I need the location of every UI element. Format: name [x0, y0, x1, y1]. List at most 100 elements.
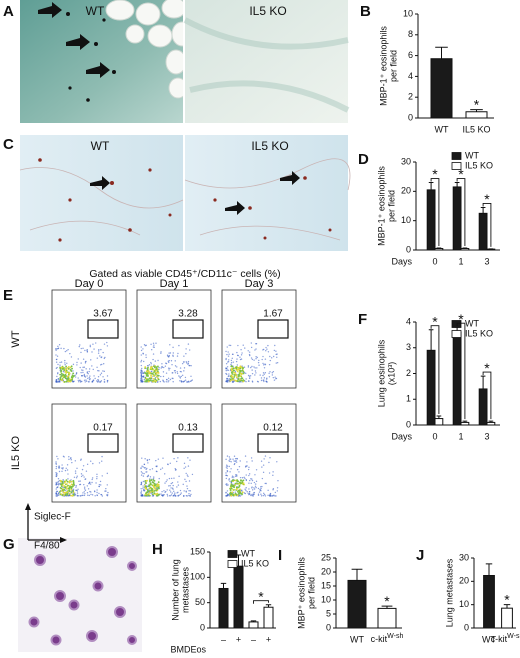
flow-event [100, 372, 103, 374]
flow-event [234, 482, 237, 485]
flow-event [93, 348, 95, 350]
flow-event [62, 491, 65, 494]
bar [233, 565, 244, 629]
flow-event [157, 381, 159, 383]
flow-event [151, 491, 154, 494]
flow-event [170, 360, 173, 362]
flow-event [83, 486, 86, 488]
flow-event [144, 482, 147, 484]
flow-event [251, 486, 253, 488]
flow-event [79, 480, 81, 482]
flow-event [140, 361, 142, 363]
flow-event [96, 380, 98, 382]
flow-plot-frame [221, 289, 297, 389]
flow-event [84, 489, 87, 491]
flow-event [72, 491, 75, 494]
x-axis-label: BMDEos [170, 644, 206, 654]
flow-event [225, 357, 227, 360]
flow-event [176, 460, 178, 463]
flow-event [60, 490, 63, 492]
flow-event [81, 380, 83, 383]
flow-event [240, 479, 242, 482]
flow-event [140, 359, 143, 362]
flow-event [183, 462, 186, 465]
flow-event [158, 368, 160, 371]
flow-event [253, 488, 256, 490]
flow-column-label: Day 0 [75, 278, 104, 290]
flow-event [242, 367, 244, 370]
flow-event [245, 489, 247, 492]
flow-event [268, 372, 270, 375]
flow-event [237, 486, 240, 489]
flow-event [90, 493, 92, 496]
flow-event [67, 348, 69, 351]
legend-label: IL5 KO [465, 328, 493, 338]
flow-event [82, 465, 85, 467]
flow-event [84, 349, 86, 352]
flow-event [184, 478, 186, 481]
flow-title: Gated as viable CD45⁺/CD11c⁻ cells (%) [89, 268, 280, 280]
flow-event [150, 479, 153, 482]
flow-event [247, 468, 250, 471]
y-tick-label: 20 [321, 566, 331, 576]
flow-event [254, 474, 256, 476]
significance-bracket [430, 178, 440, 246]
flow-event [71, 494, 74, 497]
flow-event [176, 371, 178, 373]
flow-event [265, 378, 268, 380]
flow-event [140, 376, 143, 378]
flow-event [191, 379, 193, 381]
flow-event [177, 457, 179, 459]
flow-event [92, 462, 94, 465]
x-tick-label: 3 [484, 431, 489, 441]
error-bar [435, 46, 448, 59]
flow-event [232, 367, 235, 370]
x-tick-label: WT [482, 634, 496, 644]
flow-event [141, 371, 143, 373]
flow-event [184, 376, 187, 379]
flow-event [272, 370, 275, 373]
flow-event [147, 378, 149, 381]
y-tick-label: 6 [408, 50, 413, 60]
flow-event [140, 488, 142, 490]
flow-event [83, 476, 85, 478]
bar [452, 331, 462, 426]
flow-column-label: Day 3 [245, 278, 274, 290]
flow-event [91, 478, 93, 481]
flow-event [276, 362, 279, 364]
panel-letter: E [3, 287, 13, 304]
x-tick-label: WT [435, 124, 449, 134]
flow-event [242, 372, 245, 375]
flow-event [68, 378, 71, 381]
flow-event [145, 471, 147, 473]
image-label: WT [86, 4, 105, 18]
flow-event [98, 350, 100, 352]
flow-event [145, 468, 147, 471]
micrograph-a: WT IL5 KO A [3, 0, 350, 123]
flow-event [164, 482, 166, 484]
flow-event [229, 485, 232, 487]
flow-event [174, 469, 177, 471]
flow-event [71, 378, 73, 381]
flow-event [146, 485, 148, 487]
flow-event [56, 486, 58, 489]
flow-event [78, 480, 80, 482]
flow-event [91, 381, 93, 383]
flow-event [258, 491, 261, 493]
flow-event [160, 493, 162, 495]
bar [486, 421, 496, 426]
flow-event [258, 364, 260, 366]
flow-event [260, 490, 262, 492]
flow-event [65, 489, 67, 492]
error-bar [470, 109, 483, 112]
flow-event [70, 494, 73, 497]
flow-event [153, 479, 156, 482]
micrograph-g: G [3, 536, 142, 652]
flow-event [249, 479, 251, 482]
flow-event [156, 488, 158, 491]
flow-event [101, 455, 103, 458]
flow-event [263, 458, 265, 460]
flow-event [263, 364, 265, 366]
flow-event [80, 495, 82, 497]
panel-letter: J [416, 547, 424, 564]
